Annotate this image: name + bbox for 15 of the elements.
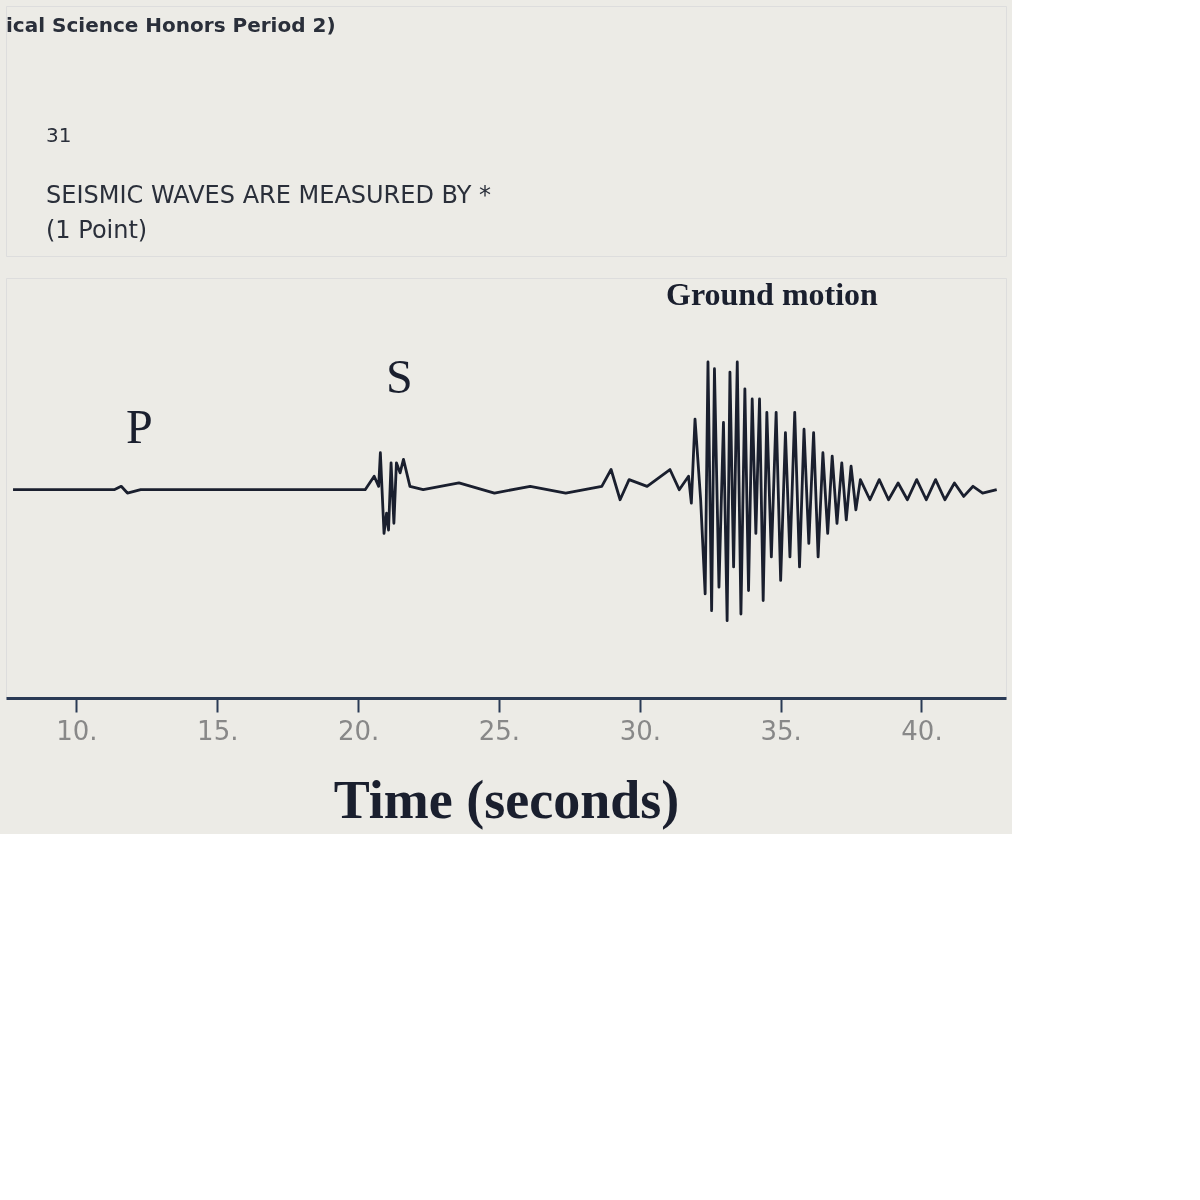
- text: ical Science Honors Period 2): [6, 13, 336, 37]
- x-tick-label: 20.: [337, 715, 380, 746]
- chart-title: SEISMIC WAVES ARE MEASURED BY *: [46, 181, 491, 209]
- x-tick-label: 15.: [197, 715, 239, 746]
- x-tick-label: 30.: [619, 715, 661, 746]
- annotation: P: [126, 400, 153, 454]
- text: Ground motion: [666, 275, 879, 312]
- text: 31: [46, 123, 72, 147]
- chart-subtitle: (1 Point): [46, 216, 148, 244]
- x-tick-label: 10.: [56, 715, 98, 746]
- x-tick-label: 25.: [478, 715, 521, 746]
- annotation: S: [386, 349, 413, 403]
- x-axis-title: Time (seconds): [333, 769, 680, 830]
- x-tick-label: 35.: [760, 715, 802, 746]
- x-tick-label: 40.: [901, 715, 943, 746]
